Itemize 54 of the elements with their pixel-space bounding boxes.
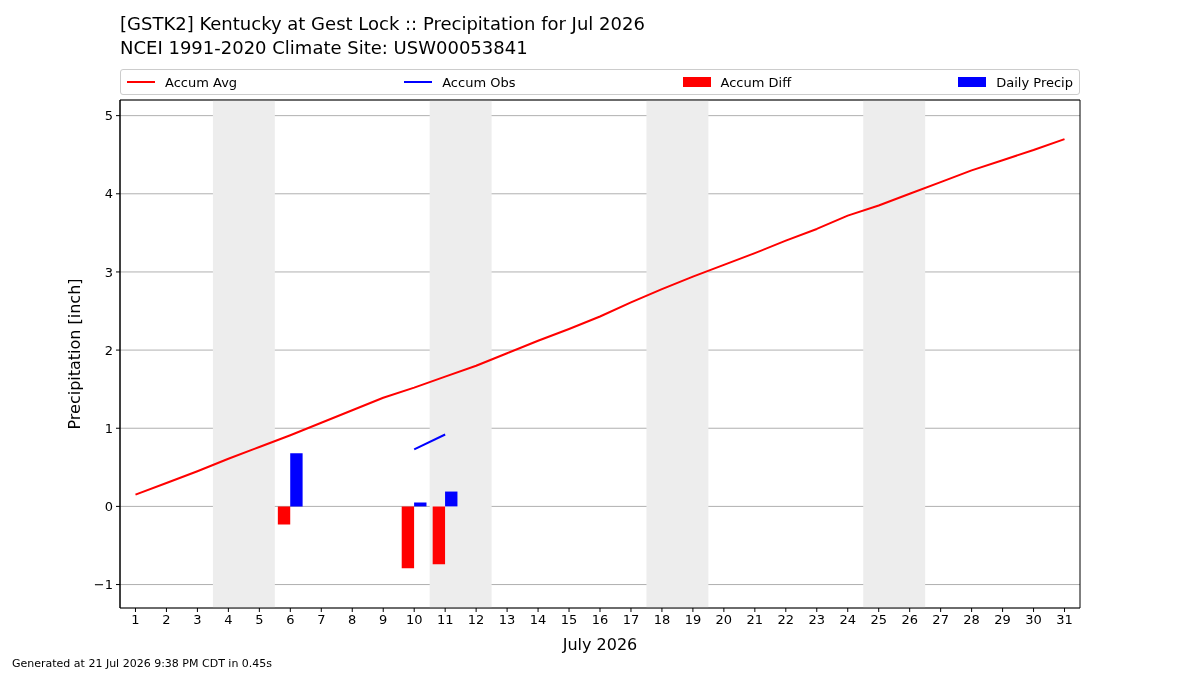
bar	[432, 506, 446, 565]
x-tick-label: 14	[529, 612, 547, 628]
x-tick-label: 1	[131, 612, 140, 628]
x-tick-label: 9	[379, 612, 388, 628]
legend-label: Accum Obs	[442, 74, 516, 90]
x-tick-label: 15	[560, 612, 578, 628]
line-series	[134, 138, 1066, 496]
x-tick-label: 23	[808, 612, 826, 628]
x-tick-label: 8	[348, 612, 357, 628]
x-tick-label: 11	[436, 612, 454, 628]
bar	[401, 506, 415, 569]
x-tick-label: 27	[932, 612, 949, 628]
x-tick-label: 7	[317, 612, 326, 628]
x-tick-label: 21	[746, 612, 764, 628]
x-tick-label: 17	[622, 612, 640, 628]
x-tick-label: 12	[467, 612, 485, 628]
x-tick-label: 10	[405, 612, 423, 628]
x-tick-label: 19	[684, 612, 702, 628]
y-tick-label: 1	[104, 420, 113, 436]
x-tick-label: 28	[963, 612, 980, 628]
x-tick-label: 25	[870, 612, 887, 628]
y-tick-label: 5	[104, 108, 113, 124]
x-axis-title: July 2026	[561, 634, 638, 654]
y-tick-label: −1	[93, 577, 113, 593]
x-tick-label: 24	[839, 612, 857, 628]
x-tick-label: 6	[286, 612, 295, 628]
x-tick-label: 26	[901, 612, 918, 628]
x-tick-label: 13	[498, 612, 516, 628]
y-tick-label: 3	[104, 264, 113, 280]
x-tick-label: 29	[994, 612, 1011, 628]
x-tick-label: 30	[1025, 612, 1042, 628]
x-tick-label: 4	[224, 612, 233, 628]
x-tick-label: 3	[193, 612, 202, 628]
x-tick-label: 2	[162, 612, 171, 628]
legend-label: Accum Diff	[720, 74, 792, 90]
y-tick-label: 0	[104, 499, 113, 515]
text: Generated at 21 Jul 2026 9:38 PM CDT in 0.45s	[12, 657, 273, 671]
y-axis-title: Precipitation [inch]	[64, 278, 84, 430]
y-tick-label: 4	[104, 186, 113, 202]
legend-label: Daily Precip	[996, 74, 1073, 90]
bar	[445, 491, 458, 507]
bar	[277, 506, 291, 525]
bar	[290, 453, 303, 507]
x-tick-label: 16	[591, 612, 609, 628]
x-tick-label: 31	[1056, 612, 1073, 628]
x-tick-label: 20	[715, 612, 733, 628]
x-tick-label: 18	[653, 612, 671, 628]
x-tick-label: 5	[255, 612, 264, 628]
chart-subtitle: NCEI 1991-2020 Climate Site: USW00053841	[120, 36, 528, 60]
legend-label: Accum Avg	[165, 74, 238, 90]
x-tick-label: 22	[777, 612, 795, 628]
bar	[414, 502, 427, 507]
chart-title: [GSTK2] Kentucky at Gest Lock :: Precipitation for Jul 2026	[120, 12, 645, 36]
y-tick-label: 2	[104, 342, 113, 358]
